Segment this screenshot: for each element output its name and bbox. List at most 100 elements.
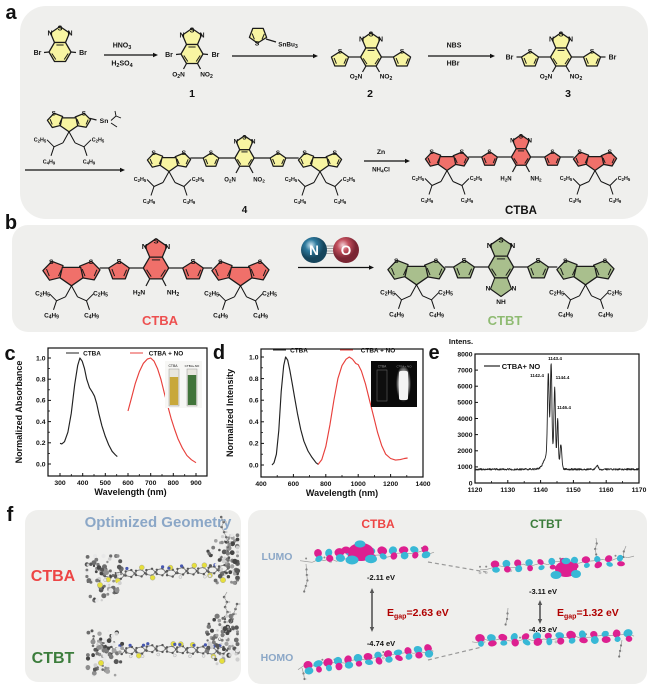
svg-text:C4​H9​: C4​H9​ (83, 159, 96, 165)
svg-text:N: N (487, 241, 492, 250)
svg-text:1146.4: 1146.4 (557, 405, 571, 410)
svg-text:S: S (49, 259, 54, 266)
svg-text:N: N (251, 139, 256, 146)
svg-text:1.0: 1.0 (36, 355, 46, 362)
svg-text:1.0: 1.0 (249, 354, 259, 361)
svg-text:Intens.: Intens. (449, 337, 473, 346)
svg-text:-4.74 eV: -4.74 eV (367, 639, 395, 648)
svg-text:S: S (258, 259, 263, 266)
svg-text:C2​H5​: C2​H5​ (549, 289, 564, 297)
svg-text:HBr: HBr (447, 61, 460, 68)
svg-text:C2​H5​: C2​H5​ (438, 289, 453, 297)
svg-text:Br: Br (165, 52, 173, 59)
svg-text:S: S (302, 150, 307, 157)
svg-text:S: S (58, 26, 63, 33)
svg-text:0.8: 0.8 (249, 376, 259, 383)
svg-text:800: 800 (320, 481, 332, 488)
svg-text:CTBT: CTBT (488, 313, 523, 328)
svg-text:N: N (527, 138, 532, 145)
svg-text:O2​N: O2​N (350, 74, 363, 82)
svg-text:N: N (309, 243, 319, 258)
svg-text:O2​N: O2​N (224, 178, 236, 184)
svg-text:Optimized Geometry: Optimized Geometry (85, 514, 232, 531)
svg-text:0: 0 (469, 480, 473, 487)
svg-text:NO2​: NO2​ (570, 74, 583, 82)
svg-text:a: a (5, 2, 17, 24)
svg-text:1000: 1000 (457, 464, 472, 471)
svg-text:C2​H5​: C2​H5​ (285, 177, 298, 183)
svg-text:CTBA: CTBA (361, 517, 395, 531)
svg-text:HOMO: HOMO (261, 652, 294, 664)
svg-text:1160: 1160 (599, 487, 614, 494)
svg-text:NO2​: NO2​ (380, 74, 393, 82)
svg-text:5000: 5000 (457, 400, 472, 407)
svg-text:3000: 3000 (457, 432, 472, 439)
svg-text:S: S (82, 110, 86, 117)
svg-text:1000: 1000 (351, 481, 366, 488)
svg-text:C2​H5​: C2​H5​ (192, 177, 205, 183)
svg-text:-2.11 eV: -2.11 eV (367, 573, 395, 582)
svg-text:1170: 1170 (632, 487, 647, 494)
svg-text:C4​H9​: C4​H9​ (421, 198, 434, 204)
svg-text:N: N (359, 36, 364, 43)
svg-text:4: 4 (242, 205, 248, 216)
svg-text:S: S (577, 149, 582, 156)
svg-text:C4​H9​: C4​H9​ (389, 311, 404, 319)
svg-text:0.0: 0.0 (249, 462, 259, 469)
svg-text:700: 700 (145, 480, 157, 487)
svg-text:S: S (333, 150, 338, 157)
svg-text:S: S (190, 257, 195, 266)
svg-text:0.6: 0.6 (249, 398, 259, 405)
svg-text:800: 800 (168, 480, 180, 487)
svg-text:S: S (209, 150, 213, 157)
svg-text:1144.4: 1144.4 (556, 375, 570, 380)
svg-text:C2​H5​: C2​H5​ (470, 176, 483, 182)
svg-text:S: S (153, 236, 158, 245)
svg-text:0.0: 0.0 (36, 461, 46, 468)
svg-text:CTBA+NO: CTBA+NO (185, 364, 200, 368)
svg-text:C4​H9​: C4​H9​ (598, 311, 613, 319)
svg-text:CTBA: CTBA (31, 568, 76, 585)
svg-text:C2​H5​: C2​H5​ (560, 176, 573, 182)
svg-text:N: N (549, 36, 554, 43)
svg-text:C4​H9​: C4​H9​ (143, 199, 156, 205)
svg-text:d: d (213, 342, 225, 364)
svg-text:N: N (142, 242, 147, 251)
svg-text:CTBA: CTBA (168, 364, 178, 368)
svg-text:NBS: NBS (447, 43, 462, 50)
svg-text:NH4​Cl: NH4​Cl (372, 167, 390, 175)
svg-text:NH: NH (496, 299, 506, 306)
svg-text:CTBA: CTBA (378, 365, 387, 369)
svg-text:S: S (528, 49, 533, 56)
svg-text:0.2: 0.2 (249, 441, 259, 448)
svg-text:8000: 8000 (457, 351, 472, 358)
svg-text:4000: 4000 (457, 416, 472, 423)
svg-text:C2​H5​: C2​H5​ (343, 177, 356, 183)
svg-text:Br: Br (609, 55, 617, 62)
svg-text:S: S (519, 133, 523, 140)
svg-text:1140: 1140 (533, 487, 548, 494)
svg-text:S: S (498, 235, 503, 244)
svg-text:S: S (535, 256, 540, 265)
svg-text:N: N (165, 242, 170, 251)
svg-text:C4​H9​: C4​H9​ (84, 312, 99, 320)
svg-text:500: 500 (100, 480, 112, 487)
svg-text:S: S (255, 41, 260, 48)
svg-text:1150: 1150 (566, 487, 581, 494)
svg-text:S: S (487, 149, 491, 156)
svg-text:S: S (429, 149, 434, 156)
svg-text:S: S (460, 149, 465, 156)
svg-text:S: S (394, 258, 399, 265)
svg-text:1142.4: 1142.4 (530, 373, 544, 378)
svg-text:S: S (608, 149, 613, 156)
svg-text:CTBA + NO: CTBA + NO (361, 348, 395, 355)
svg-text:S: S (434, 258, 439, 265)
svg-text:NH2​: NH2​ (530, 177, 542, 183)
svg-text:N: N (486, 286, 491, 293)
svg-text:C4​H9​: C4​H9​ (429, 311, 444, 319)
svg-text:1130: 1130 (500, 487, 515, 494)
svg-text:S: S (369, 32, 374, 39)
svg-text:e: e (428, 342, 439, 364)
svg-text:N: N (512, 286, 517, 293)
svg-text:S: S (190, 28, 195, 35)
